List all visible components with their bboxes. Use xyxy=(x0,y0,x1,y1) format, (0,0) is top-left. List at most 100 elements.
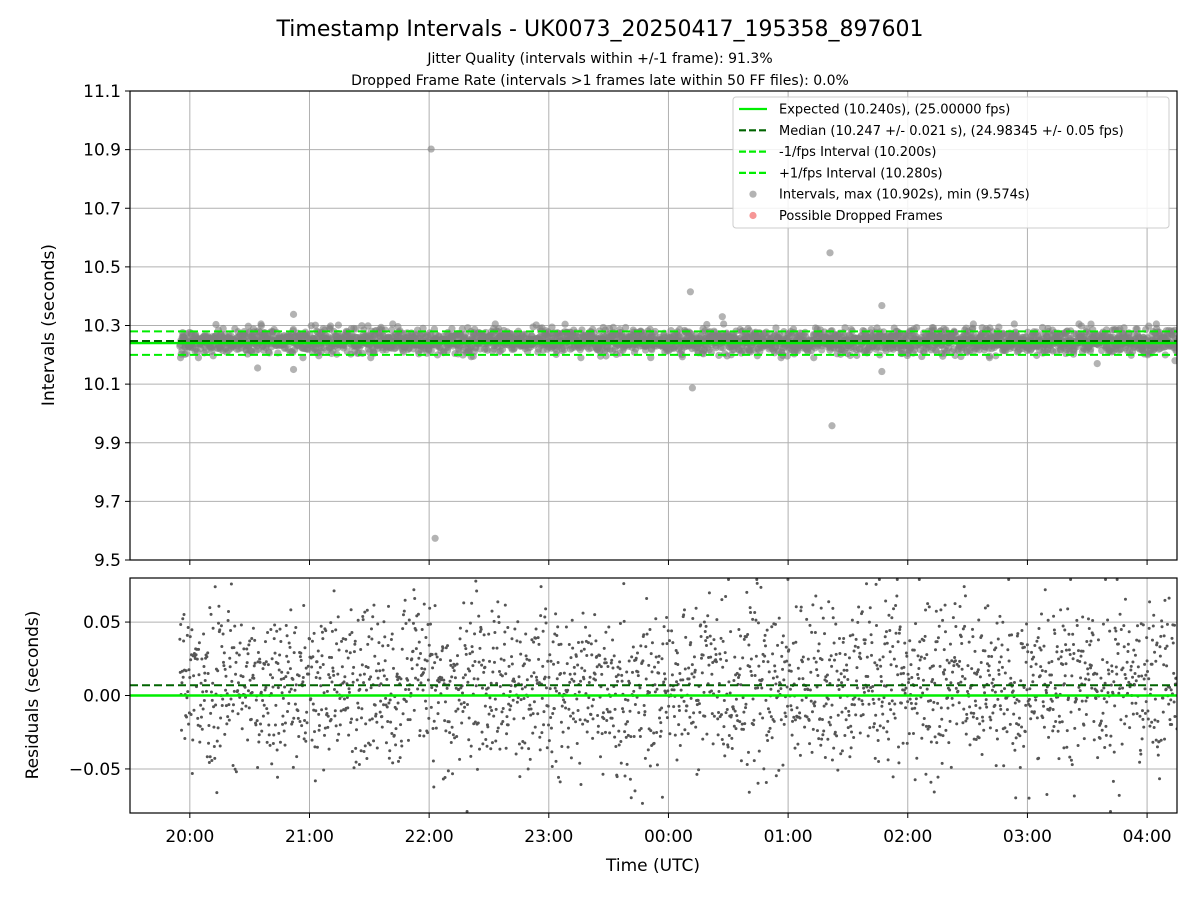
residual-point xyxy=(733,709,737,713)
interval-point xyxy=(289,365,298,374)
residual-point xyxy=(192,708,196,712)
residual-point xyxy=(959,680,963,684)
residual-point xyxy=(457,687,461,691)
residual-point xyxy=(902,671,906,675)
residual-point xyxy=(652,741,656,745)
residual-point xyxy=(820,737,824,741)
residual-point xyxy=(420,627,424,631)
residual-point xyxy=(863,642,867,646)
residual-point xyxy=(624,735,628,739)
residual-point xyxy=(892,657,896,661)
residual-point xyxy=(853,644,857,648)
residual-point xyxy=(985,705,989,709)
residual-point xyxy=(217,621,221,625)
residual-point xyxy=(567,643,571,647)
residual-point xyxy=(334,724,338,728)
residual-point xyxy=(446,644,450,648)
residual-point xyxy=(525,657,529,661)
residual-point xyxy=(803,725,807,729)
residual-point xyxy=(878,724,882,728)
residual-point xyxy=(237,653,241,657)
interval-point xyxy=(772,324,780,332)
residual-point xyxy=(557,691,561,695)
residual-point xyxy=(319,684,323,688)
residual-point xyxy=(492,714,496,718)
residual-point xyxy=(275,629,279,633)
residual-point xyxy=(948,719,952,723)
residual-point xyxy=(661,642,665,646)
residual-point xyxy=(854,713,858,717)
residual-point xyxy=(748,665,752,669)
residual-point xyxy=(654,655,658,659)
residual-point xyxy=(744,706,748,710)
residual-point xyxy=(544,621,548,625)
residual-point xyxy=(672,688,676,692)
residual-point xyxy=(620,679,624,683)
residual-point xyxy=(918,640,922,644)
residual-point xyxy=(750,673,754,677)
residual-point xyxy=(775,675,779,679)
residual-point xyxy=(889,688,893,692)
residual-point xyxy=(915,756,919,760)
residual-point xyxy=(327,673,331,677)
residual-point xyxy=(333,714,337,718)
residual-point xyxy=(843,652,847,656)
residual-point xyxy=(893,716,897,720)
residual-point xyxy=(561,730,565,734)
residual-point xyxy=(633,789,637,793)
residual-point xyxy=(394,727,398,731)
residual-point xyxy=(286,671,290,675)
residual-point xyxy=(712,714,716,718)
residual-point xyxy=(414,676,418,680)
residual-point xyxy=(549,716,553,720)
residual-point xyxy=(925,653,929,657)
residual-point xyxy=(238,641,242,645)
residual-point xyxy=(972,711,976,715)
residual-point xyxy=(537,657,541,661)
residual-point xyxy=(391,761,395,765)
residual-point xyxy=(510,662,514,666)
residual-point xyxy=(552,662,556,666)
residual-point xyxy=(328,676,332,680)
residual-point xyxy=(717,711,721,715)
residual-point xyxy=(240,707,244,711)
residual-point xyxy=(608,731,612,735)
residual-point xyxy=(998,704,1002,708)
residual-point xyxy=(251,673,255,677)
residual-point xyxy=(264,660,268,664)
residual-point xyxy=(491,646,495,650)
residual-point xyxy=(305,710,309,714)
residual-point xyxy=(182,612,186,616)
residual-point xyxy=(210,759,214,763)
residual-point xyxy=(320,654,324,658)
residual-point xyxy=(808,688,812,692)
residual-point xyxy=(208,606,212,610)
y-tick-label: 10.7 xyxy=(83,199,121,219)
interval-point xyxy=(686,288,694,296)
residual-point xyxy=(811,727,815,731)
residual-point xyxy=(846,678,850,682)
residual-point xyxy=(379,682,383,686)
residual-point xyxy=(304,666,308,670)
interval-point xyxy=(194,354,203,362)
residual-point xyxy=(837,688,841,692)
residual-point xyxy=(516,696,520,700)
residual-point xyxy=(364,722,368,726)
residual-point xyxy=(440,649,444,653)
residual-point xyxy=(324,629,328,633)
residual-point xyxy=(983,606,987,610)
residual-point xyxy=(337,732,341,736)
residual-point xyxy=(212,705,216,709)
residual-point xyxy=(440,676,444,680)
residual-point xyxy=(261,667,265,671)
residual-point xyxy=(693,668,697,672)
residual-point xyxy=(321,662,325,666)
residual-point xyxy=(836,713,840,717)
residual-point xyxy=(970,667,974,671)
residual-point xyxy=(867,620,871,624)
residual-point xyxy=(481,742,485,746)
residual-point xyxy=(486,686,490,690)
residual-point xyxy=(278,627,282,631)
residual-point xyxy=(982,685,986,689)
residual-point xyxy=(792,715,796,719)
